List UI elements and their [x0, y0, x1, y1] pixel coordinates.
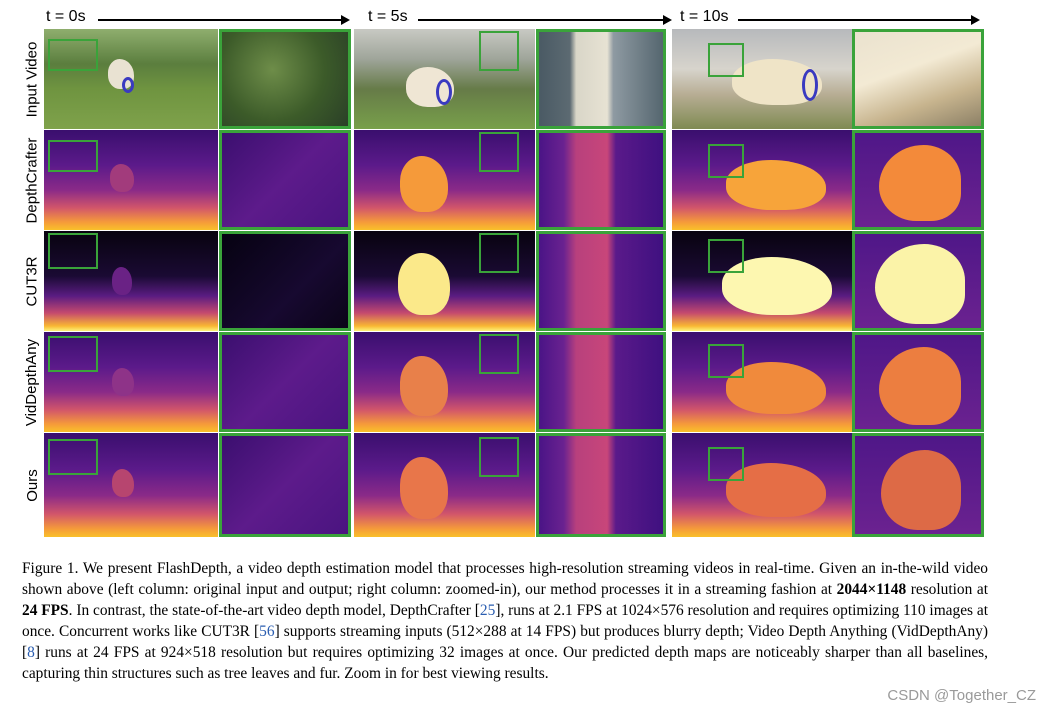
zoom-box	[708, 447, 744, 481]
ours-frame-10s	[672, 433, 852, 537]
zoom-box	[479, 437, 519, 477]
cut3r-frame-10s	[672, 231, 852, 331]
zoom-box	[48, 39, 98, 71]
row-label-viddepthany: VidDepthAny	[23, 338, 41, 427]
ours-frame-5s	[354, 433, 535, 537]
ours-zoom-0s	[219, 433, 351, 537]
fps-highlight: 24 FPS	[22, 602, 69, 619]
timeline-arrow	[738, 15, 980, 25]
input-frame-10s	[672, 29, 852, 129]
row-label-depthcrafter: DepthCrafter	[23, 137, 41, 224]
row-label-ours: Ours	[23, 468, 41, 502]
viddepthany-frame-5s	[354, 332, 535, 432]
timeline-arrow	[98, 15, 350, 25]
input-zoom-5s	[536, 29, 666, 129]
zoom-box	[479, 233, 519, 273]
time-label-5s: t = 5s	[368, 8, 408, 25]
viddepthany-zoom-10s	[852, 332, 984, 432]
zoom-box	[708, 144, 744, 178]
zoom-box	[48, 233, 98, 269]
input-frame-5s	[354, 29, 535, 129]
zoom-box	[479, 132, 519, 172]
cut3r-zoom-5s	[536, 231, 666, 331]
citation-link[interactable]: 8	[27, 644, 35, 661]
input-frame-0s	[44, 29, 218, 129]
resolution-highlight: 2044×1148	[836, 581, 907, 598]
cut3r-zoom-10s	[852, 231, 984, 331]
depthcrafter-frame-0s	[44, 130, 218, 230]
depthcrafter-frame-10s	[672, 130, 852, 230]
viddepthany-zoom-5s	[536, 332, 666, 432]
time-label-10s: t = 10s	[680, 8, 729, 25]
depthcrafter-zoom-10s	[852, 130, 984, 230]
citation-link[interactable]: 56	[259, 623, 275, 640]
ours-frame-0s	[44, 433, 218, 537]
zoom-box	[48, 140, 98, 172]
viddepthany-zoom-0s	[219, 332, 351, 432]
depthcrafter-zoom-5s	[536, 130, 666, 230]
cut3r-frame-5s	[354, 231, 535, 331]
watermark: CSDN @Together_CZ	[887, 687, 1036, 704]
viddepthany-frame-0s	[44, 332, 218, 432]
timeline-arrow	[418, 15, 672, 25]
time-label-0s: t = 0s	[46, 8, 86, 25]
zoom-box	[708, 344, 744, 378]
figure-grid	[44, 29, 984, 537]
citation-link[interactable]: 25	[479, 602, 496, 619]
timeline: t = 0s t = 5s t = 10s	[0, 6, 1042, 30]
cut3r-zoom-0s	[219, 231, 351, 331]
figure-caption: Figure 1. We present FlashDepth, a video…	[22, 560, 988, 682]
row-label-cut3r: CUT3R	[23, 256, 41, 307]
viddepthany-frame-10s	[672, 332, 852, 432]
ours-zoom-5s	[536, 433, 666, 537]
zoom-box	[479, 334, 519, 374]
cut3r-frame-0s	[44, 231, 218, 331]
zoom-box	[708, 239, 744, 273]
depthcrafter-frame-5s	[354, 130, 535, 230]
zoom-box	[708, 43, 744, 77]
input-zoom-0s	[219, 29, 351, 129]
depthcrafter-zoom-0s	[219, 130, 351, 230]
ours-zoom-10s	[852, 433, 984, 537]
row-label-input-video: Input Video	[23, 41, 41, 118]
zoom-box	[48, 336, 98, 372]
input-zoom-10s	[852, 29, 984, 129]
zoom-box	[479, 31, 519, 71]
zoom-box	[48, 439, 98, 475]
